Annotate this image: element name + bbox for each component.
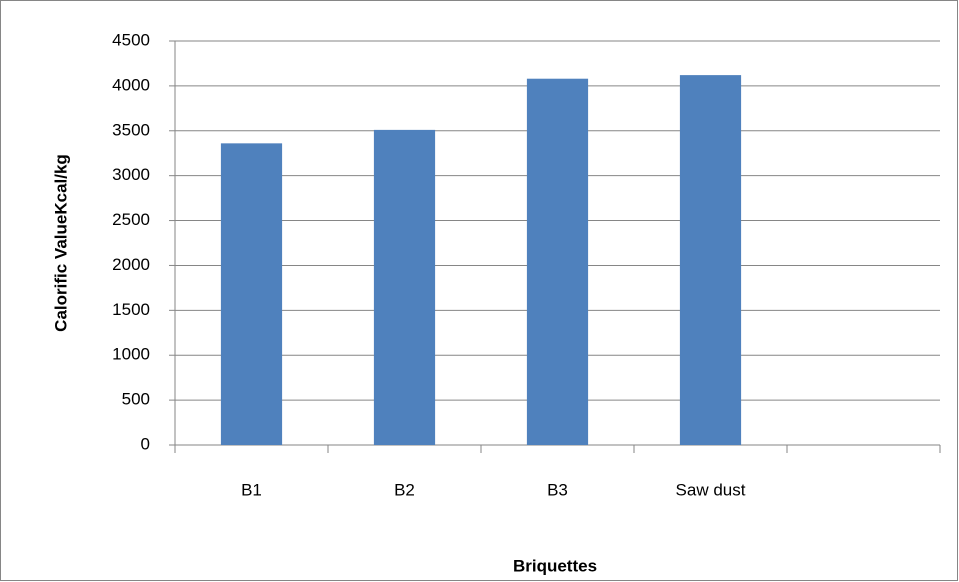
bar <box>526 78 589 445</box>
x-tick-label: B2 <box>394 480 415 499</box>
bar <box>679 75 742 446</box>
y-tick-label: 2000 <box>112 255 150 274</box>
y-tick-label: 1000 <box>112 345 150 364</box>
y-tick-label: 0 <box>141 434 150 453</box>
y-tick-label: 4500 <box>112 30 150 49</box>
x-axis-title: Briquettes <box>513 556 597 575</box>
y-tick-label: 3000 <box>112 165 150 184</box>
bar <box>220 143 283 445</box>
y-tick-label: 500 <box>122 390 150 409</box>
bar <box>373 129 436 445</box>
y-tick-label: 2500 <box>112 210 150 229</box>
y-tick-label: 3500 <box>112 120 150 139</box>
y-axis-title: Calorific ValueKcal/kg <box>51 154 70 332</box>
x-tick-label: B3 <box>547 480 568 499</box>
y-tick-label: 1500 <box>112 300 150 319</box>
y-tick-label: 4000 <box>112 75 150 94</box>
x-tick-label: Saw dust <box>676 480 746 499</box>
x-tick-label: B1 <box>241 480 262 499</box>
